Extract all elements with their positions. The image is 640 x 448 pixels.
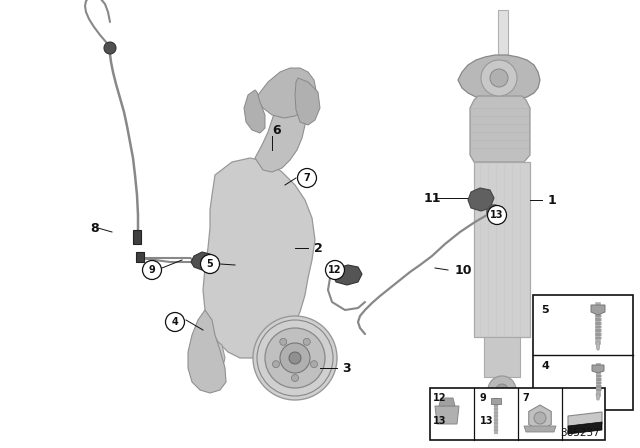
Circle shape: [253, 316, 337, 400]
Circle shape: [490, 208, 498, 216]
Circle shape: [496, 384, 508, 396]
Text: 4: 4: [541, 361, 549, 371]
Polygon shape: [191, 340, 225, 382]
Text: 11: 11: [424, 191, 442, 204]
Circle shape: [298, 168, 317, 188]
Polygon shape: [568, 422, 602, 434]
Polygon shape: [188, 310, 226, 393]
Circle shape: [291, 375, 298, 382]
Polygon shape: [333, 265, 362, 285]
Circle shape: [265, 328, 325, 388]
Text: 13: 13: [433, 416, 447, 426]
Polygon shape: [191, 252, 213, 270]
Text: 7: 7: [522, 393, 529, 403]
Bar: [474, 162, 530, 337]
Polygon shape: [596, 394, 600, 400]
Circle shape: [166, 313, 184, 332]
Text: 7: 7: [303, 173, 310, 183]
Circle shape: [273, 361, 280, 368]
Circle shape: [488, 206, 506, 224]
Bar: [498, 10, 508, 65]
Text: 4: 4: [172, 317, 179, 327]
Text: 3: 3: [342, 362, 351, 375]
Polygon shape: [468, 188, 494, 211]
Circle shape: [280, 343, 310, 373]
Text: 5: 5: [207, 259, 213, 269]
Text: 5: 5: [541, 305, 548, 315]
Text: 8: 8: [90, 221, 99, 234]
Circle shape: [200, 254, 220, 273]
Polygon shape: [592, 365, 604, 373]
Circle shape: [481, 60, 517, 96]
Polygon shape: [494, 60, 508, 65]
Bar: [430, 388, 605, 440]
Circle shape: [488, 376, 516, 404]
Bar: [136, 252, 144, 262]
Polygon shape: [295, 78, 320, 125]
Circle shape: [326, 260, 344, 280]
Polygon shape: [203, 158, 315, 358]
Circle shape: [280, 338, 287, 345]
Polygon shape: [568, 412, 602, 428]
Text: 6: 6: [272, 124, 280, 137]
Text: 9: 9: [480, 393, 487, 403]
Polygon shape: [255, 94, 305, 172]
Polygon shape: [439, 398, 455, 406]
Bar: [533, 295, 633, 410]
Bar: [133, 230, 141, 244]
Text: 365237: 365237: [560, 428, 600, 438]
Text: 13: 13: [480, 416, 493, 426]
Circle shape: [534, 412, 546, 424]
Text: 13: 13: [490, 210, 504, 220]
Circle shape: [104, 42, 116, 54]
Polygon shape: [529, 405, 551, 431]
Circle shape: [289, 352, 301, 364]
Polygon shape: [458, 55, 540, 100]
Text: 12: 12: [433, 393, 447, 403]
Polygon shape: [244, 90, 265, 133]
Polygon shape: [524, 426, 556, 432]
Text: 2: 2: [314, 241, 323, 254]
Bar: [499, 393, 505, 411]
Polygon shape: [591, 305, 605, 315]
Bar: [484, 337, 520, 377]
Text: 10: 10: [455, 263, 472, 276]
Polygon shape: [491, 398, 501, 404]
Circle shape: [143, 260, 161, 280]
Circle shape: [490, 69, 508, 87]
Text: 1: 1: [548, 194, 557, 207]
Polygon shape: [435, 406, 459, 424]
Circle shape: [303, 338, 310, 345]
Polygon shape: [470, 96, 530, 162]
Circle shape: [310, 361, 317, 368]
Polygon shape: [596, 342, 600, 350]
Text: 12: 12: [328, 265, 342, 275]
Text: 9: 9: [148, 265, 156, 275]
Polygon shape: [258, 68, 316, 118]
